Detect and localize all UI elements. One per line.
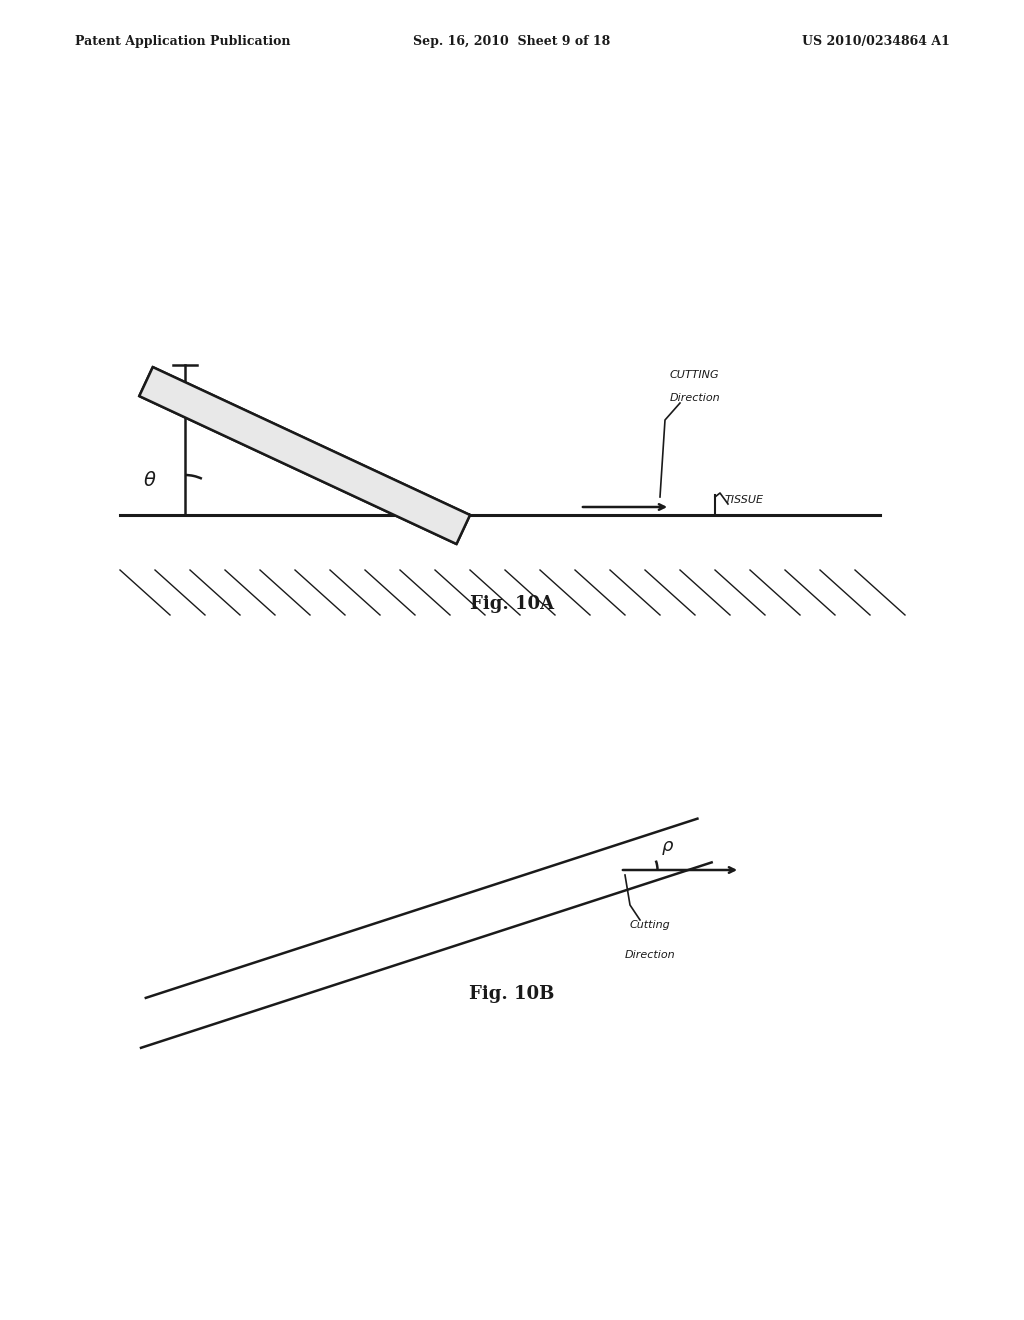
Text: US 2010/0234864 A1: US 2010/0234864 A1 [802, 36, 950, 48]
Text: Sep. 16, 2010  Sheet 9 of 18: Sep. 16, 2010 Sheet 9 of 18 [414, 36, 610, 48]
Text: Cutting: Cutting [630, 920, 671, 931]
Text: $\rho$: $\rho$ [662, 840, 675, 857]
Text: Fig. 10A: Fig. 10A [470, 595, 554, 612]
Text: Direction: Direction [670, 393, 721, 403]
Text: CUTTING: CUTTING [670, 370, 720, 380]
Text: $\theta$: $\theta$ [143, 470, 157, 490]
Polygon shape [139, 367, 470, 544]
Text: Fig. 10B: Fig. 10B [469, 985, 555, 1003]
Text: TISSUE: TISSUE [725, 495, 764, 506]
Text: Patent Application Publication: Patent Application Publication [75, 36, 291, 48]
Text: Direction: Direction [625, 950, 675, 960]
